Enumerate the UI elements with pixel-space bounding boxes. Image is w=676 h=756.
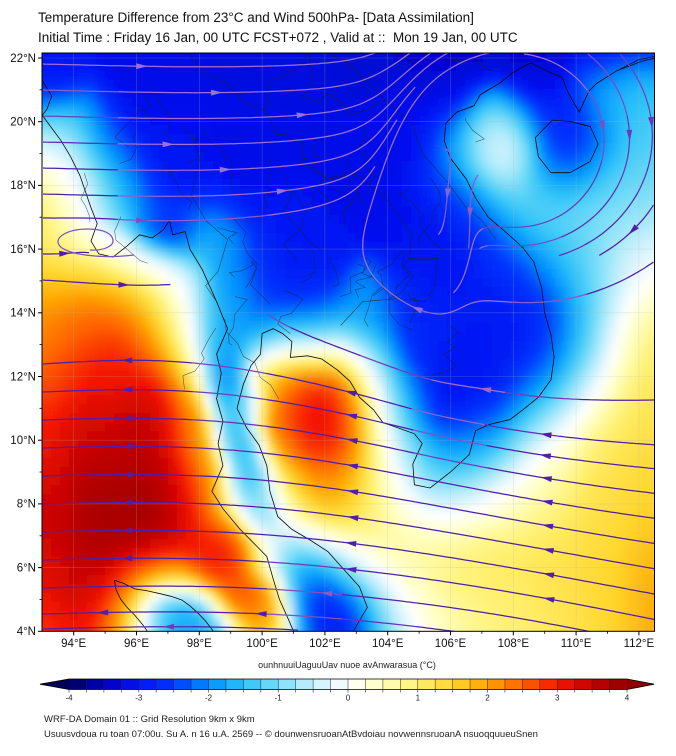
svg-text:Initial Time : Friday 16 Jan,: Initial Time : Friday 16 Jan, 00 UTC FCS… xyxy=(38,30,518,45)
svg-text:Temperature Difference from 23: Temperature Difference from 23°C and Win… xyxy=(38,10,474,25)
